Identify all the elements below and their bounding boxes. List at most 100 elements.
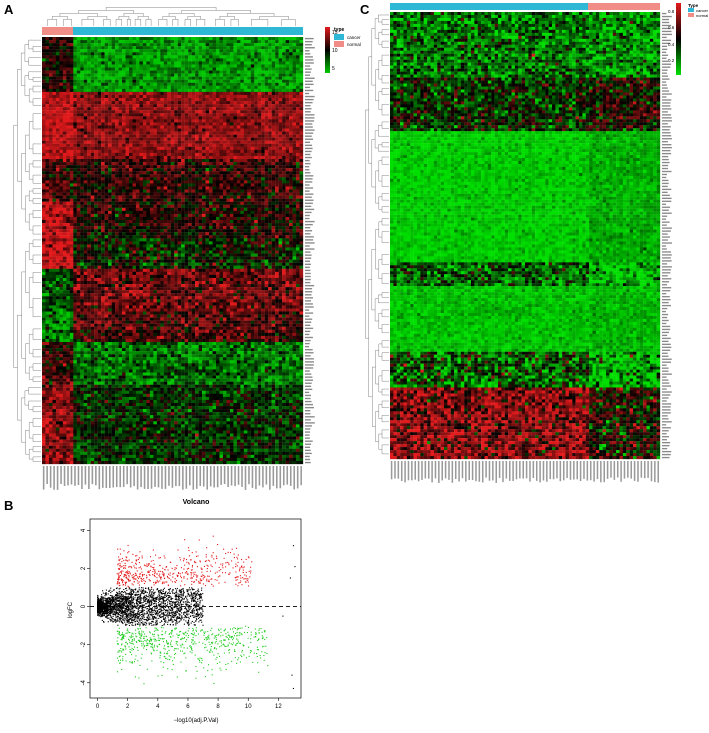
heatmap-cell bbox=[254, 122, 258, 125]
heatmap-cell bbox=[206, 46, 210, 49]
heatmap-cell bbox=[254, 159, 258, 162]
heatmap-cell bbox=[150, 211, 154, 214]
heatmap-cell bbox=[293, 220, 297, 223]
heatmap-cell bbox=[105, 89, 109, 92]
heatmap-cell bbox=[139, 49, 143, 52]
heatmap-cell bbox=[258, 162, 262, 165]
heatmap-cell bbox=[150, 193, 154, 196]
heatmap-cell bbox=[261, 220, 265, 223]
heatmap-cell bbox=[70, 40, 74, 43]
heatmap-cell bbox=[108, 150, 112, 153]
heatmap-cell bbox=[240, 214, 244, 217]
heatmap-cell bbox=[150, 199, 154, 202]
heatmap-cell bbox=[167, 226, 171, 229]
heatmap-cell bbox=[80, 211, 84, 214]
heatmap-cell bbox=[146, 174, 150, 177]
heatmap-cell bbox=[52, 40, 56, 43]
heatmap-cell bbox=[181, 220, 185, 223]
heatmap-cell bbox=[286, 104, 290, 107]
heatmap-cell bbox=[247, 80, 251, 83]
heatmap-cell bbox=[56, 95, 60, 98]
heatmap-cell bbox=[70, 229, 74, 232]
heatmap-cell bbox=[254, 77, 258, 80]
heatmap-cell bbox=[119, 92, 123, 95]
heatmap-cell bbox=[181, 64, 185, 67]
heatmap-cell bbox=[56, 153, 60, 156]
heatmap-cell bbox=[45, 83, 49, 86]
heatmap-cell bbox=[146, 162, 150, 165]
heatmap-cell bbox=[150, 159, 154, 162]
heatmap-cell bbox=[237, 144, 241, 147]
heatmap-cell bbox=[289, 119, 293, 122]
heatmap-cell bbox=[139, 180, 143, 183]
heatmap-cell bbox=[84, 98, 88, 101]
heatmap-cell bbox=[240, 150, 244, 153]
heatmap-cell bbox=[153, 68, 157, 71]
heatmap-cell bbox=[202, 220, 206, 223]
heatmap-cell bbox=[247, 165, 251, 168]
heatmap-cell bbox=[70, 162, 74, 165]
heatmap-cell bbox=[223, 165, 227, 168]
heatmap-cell bbox=[91, 217, 95, 220]
heatmap-cell bbox=[63, 40, 67, 43]
heatmap-cell bbox=[286, 37, 290, 40]
heatmap-cell bbox=[112, 122, 116, 125]
heatmap-cell bbox=[195, 49, 199, 52]
heatmap-cell bbox=[265, 147, 269, 150]
dendrogram-branch bbox=[29, 89, 33, 102]
heatmap-cell bbox=[66, 74, 70, 77]
heatmap-cell bbox=[56, 116, 60, 119]
heatmap-cell bbox=[192, 180, 196, 183]
heatmap-cell bbox=[192, 205, 196, 208]
dendrogram-branch bbox=[173, 19, 178, 22]
heatmap-cell bbox=[101, 229, 105, 232]
heatmap-cell bbox=[143, 135, 147, 138]
heatmap-cell bbox=[213, 196, 217, 199]
heatmap-cell bbox=[258, 68, 262, 71]
heatmap-cell bbox=[219, 49, 223, 52]
heatmap-cell bbox=[185, 183, 189, 186]
heatmap-cell bbox=[213, 61, 217, 64]
heatmap-cell bbox=[171, 83, 175, 86]
heatmap-cell bbox=[237, 119, 241, 122]
heatmap-cell bbox=[286, 92, 290, 95]
heatmap-cell bbox=[185, 37, 189, 40]
heatmap-cell bbox=[195, 223, 199, 226]
heatmap-cell bbox=[70, 217, 74, 220]
heatmap-cell bbox=[279, 37, 283, 40]
heatmap-cell bbox=[300, 205, 304, 208]
heatmap-cell bbox=[126, 202, 130, 205]
heatmap-cell bbox=[296, 95, 300, 98]
heatmap-cell bbox=[282, 113, 286, 116]
heatmap-cell bbox=[119, 141, 123, 144]
heatmap-cell bbox=[296, 208, 300, 211]
heatmap-cell bbox=[251, 183, 255, 186]
heatmap-cell bbox=[275, 144, 279, 147]
heatmap-cell bbox=[293, 119, 297, 122]
heatmap-cell bbox=[73, 174, 77, 177]
dendrogram-branch bbox=[282, 19, 296, 22]
heatmap-cell bbox=[126, 177, 130, 180]
heatmap-cell bbox=[178, 89, 182, 92]
heatmap-cell bbox=[181, 177, 185, 180]
heatmap-cell bbox=[59, 122, 63, 125]
heatmap-cell bbox=[275, 61, 279, 64]
heatmap-cell bbox=[84, 122, 88, 125]
heatmap-cell bbox=[286, 129, 290, 132]
heatmap-cell bbox=[258, 77, 262, 80]
heatmap-cell bbox=[73, 202, 77, 205]
heatmap-cell bbox=[219, 43, 223, 46]
heatmap-cell bbox=[126, 199, 130, 202]
heatmap-cell bbox=[237, 165, 241, 168]
heatmap-cell bbox=[63, 141, 67, 144]
heatmap-cell bbox=[66, 159, 70, 162]
heatmap-cell bbox=[282, 110, 286, 113]
heatmap-cell bbox=[261, 165, 265, 168]
heatmap-cell bbox=[94, 156, 98, 159]
heatmap-cell bbox=[206, 135, 210, 138]
heatmap-cell bbox=[199, 138, 203, 141]
heatmap-cell bbox=[45, 205, 49, 208]
heatmap-cell bbox=[66, 174, 70, 177]
heatmap-cell bbox=[258, 74, 262, 77]
heatmap-cell bbox=[115, 208, 119, 211]
